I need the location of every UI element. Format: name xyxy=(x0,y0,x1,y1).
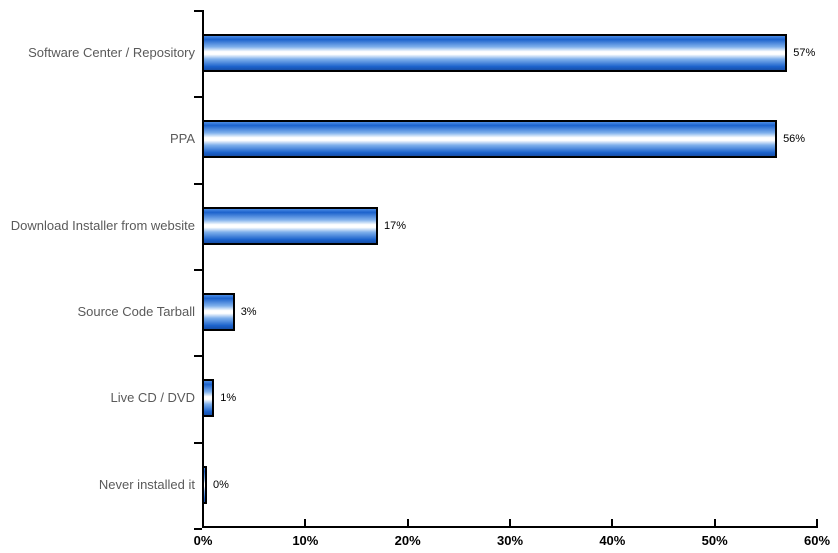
bar xyxy=(204,379,215,418)
bar xyxy=(204,34,788,73)
value-label: 1% xyxy=(220,392,237,405)
y-tick xyxy=(194,528,202,530)
bar-track: 56% xyxy=(204,120,838,159)
bar-track: 1% xyxy=(204,379,838,418)
x-axis-line xyxy=(202,526,818,528)
bar xyxy=(204,293,235,332)
category-label: Live CD / DVD xyxy=(110,390,195,406)
x-tick-label: 20% xyxy=(394,533,421,548)
x-tick-label: 60% xyxy=(803,533,831,548)
category-label: Source Code Tarball xyxy=(77,304,195,319)
x-tick-label: 30% xyxy=(496,533,524,548)
value-label: 57% xyxy=(793,47,816,60)
bar-rows: Software Center / Repository 57% PPA 56%… xyxy=(0,10,838,528)
value-label: 17% xyxy=(383,219,406,232)
x-tick xyxy=(509,519,511,526)
x-tick xyxy=(816,519,818,526)
y-tick xyxy=(194,355,202,358)
value-label: 3% xyxy=(240,306,257,319)
x-tick xyxy=(406,519,409,526)
y-tick xyxy=(194,182,202,185)
x-tick xyxy=(304,519,307,526)
x-tick xyxy=(202,519,204,526)
category-label: Software Center / Repository xyxy=(28,45,195,61)
bar-row: PPA 56% xyxy=(0,96,838,182)
x-tick xyxy=(611,519,614,526)
y-tick xyxy=(194,96,202,99)
value-label: 0% xyxy=(213,478,229,491)
x-tick xyxy=(713,519,716,526)
bar-track: 57% xyxy=(204,34,838,73)
category-label: Never installed it xyxy=(98,476,195,492)
y-axis-line xyxy=(202,10,204,528)
y-tick xyxy=(194,441,202,444)
y-tick xyxy=(194,269,202,271)
x-tick-label: 40% xyxy=(599,533,626,548)
category-label: Download Installer from website xyxy=(10,217,195,233)
bar-row: Live CD / DVD 1% xyxy=(0,355,838,441)
bar-row: Source Code Tarball 3% xyxy=(0,269,838,355)
x-tick-label: 50% xyxy=(701,533,728,548)
bar-track: 3% xyxy=(204,293,838,332)
y-tick xyxy=(194,10,202,12)
value-label: 56% xyxy=(783,133,806,146)
x-tick-label: 0% xyxy=(193,533,213,548)
bar xyxy=(204,206,378,245)
bar xyxy=(204,120,778,159)
bar xyxy=(204,465,207,504)
bar-track: 17% xyxy=(204,206,838,245)
category-label: PPA xyxy=(169,131,195,147)
bar-row: Never installed it 0% xyxy=(0,442,838,528)
bar-track: 0% xyxy=(204,465,838,504)
bar-row: Download Installer from website 17% xyxy=(0,183,838,269)
x-tick-label: 10% xyxy=(292,533,319,548)
bar-row: Software Center / Repository 57% xyxy=(0,10,838,96)
